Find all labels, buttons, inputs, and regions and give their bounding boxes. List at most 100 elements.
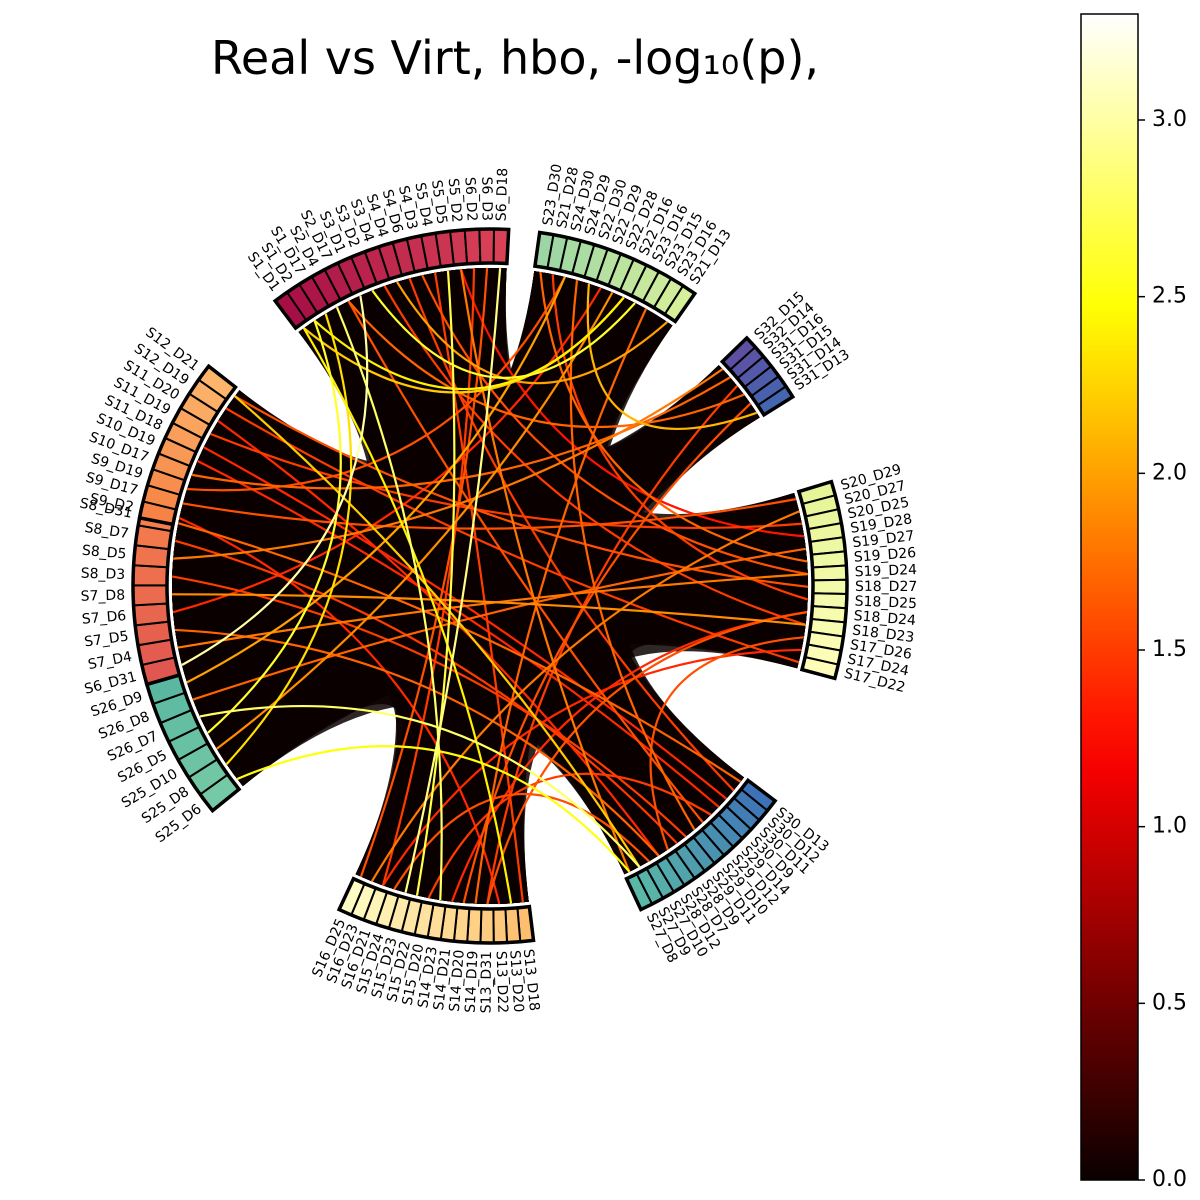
node-segment bbox=[131, 564, 169, 587]
connection bbox=[383, 285, 806, 626]
node-label: S13_D22 bbox=[493, 951, 511, 1014]
connection bbox=[382, 648, 802, 887]
background-ribbon bbox=[184, 493, 809, 787]
colorbar-ticks: 0.0 0.5 1.0 1.5 2.0 2.5 3.0 bbox=[1138, 107, 1187, 1192]
colorbar-gradient bbox=[1080, 13, 1139, 1181]
connection bbox=[404, 268, 502, 893]
node-label: S5_D5 bbox=[428, 179, 450, 225]
node-label: S7_D8 bbox=[80, 588, 125, 605]
connection bbox=[459, 268, 805, 538]
node-label: S7_D4 bbox=[87, 649, 134, 673]
connection bbox=[370, 510, 800, 882]
group-border bbox=[137, 363, 238, 527]
connection bbox=[181, 295, 369, 666]
node-segment bbox=[492, 907, 509, 944]
connection bbox=[551, 274, 809, 601]
connections-layer bbox=[171, 267, 809, 905]
node-label: S14_D20 bbox=[447, 949, 468, 1012]
node-label: S8_D7 bbox=[84, 520, 130, 542]
node-label: S6_D3 bbox=[478, 176, 494, 221]
connection bbox=[216, 291, 614, 750]
colorbar-tick-label: 1.5 bbox=[1152, 637, 1187, 662]
node-label: S8_D3 bbox=[80, 566, 125, 583]
nodes-layer bbox=[131, 227, 849, 945]
node-label: S18_D24 bbox=[853, 608, 916, 629]
node-segment bbox=[132, 584, 169, 607]
connection bbox=[486, 611, 808, 905]
node-segment bbox=[479, 907, 495, 944]
colorbar: 0.0 0.5 1.0 1.5 2.0 2.5 3.0 bbox=[1080, 13, 1187, 1192]
group-border bbox=[796, 479, 849, 681]
connection bbox=[649, 636, 804, 851]
colorbar-tick-label: 1.0 bbox=[1152, 814, 1187, 839]
colorbar-tick-label: 3.0 bbox=[1152, 107, 1187, 132]
node-segment bbox=[811, 564, 848, 582]
node-segment bbox=[463, 228, 482, 265]
node-label: S18_D23 bbox=[851, 623, 915, 646]
node-segment bbox=[811, 578, 848, 596]
colorbar-tick-label: 0.0 bbox=[1152, 1167, 1187, 1192]
colorbar-tick-label: 2.0 bbox=[1152, 460, 1187, 485]
connection bbox=[186, 276, 566, 684]
connection bbox=[371, 289, 636, 379]
connection bbox=[396, 281, 668, 385]
connection bbox=[225, 313, 353, 765]
connection bbox=[302, 327, 513, 904]
node-label: S6_D2 bbox=[461, 177, 479, 222]
node-label: S19_D24 bbox=[854, 562, 917, 580]
node-label: S8_D5 bbox=[81, 543, 127, 563]
node-segment bbox=[478, 228, 496, 265]
connection bbox=[347, 300, 704, 824]
node-label: S13_D31 bbox=[479, 951, 496, 1013]
connection bbox=[173, 368, 724, 560]
node-label: S5_D2 bbox=[445, 177, 465, 223]
connection bbox=[236, 745, 631, 873]
connection bbox=[182, 498, 797, 530]
connection bbox=[187, 276, 566, 492]
background-ribbon bbox=[171, 514, 353, 787]
group-border bbox=[144, 672, 242, 814]
connection bbox=[359, 267, 489, 878]
node-label: S13_D18 bbox=[520, 948, 542, 1012]
group-border bbox=[719, 335, 796, 418]
connection bbox=[225, 407, 800, 664]
chart-title: Real vs Virt, hbo, -log₁₀(p), bbox=[211, 31, 819, 85]
node-label: S7_D6 bbox=[81, 608, 127, 628]
connection bbox=[172, 593, 806, 626]
node-label: S14_D19 bbox=[463, 950, 482, 1013]
node-label: S13_D20 bbox=[506, 950, 526, 1013]
group-border bbox=[532, 230, 698, 324]
connection bbox=[462, 402, 752, 904]
node-label: S7_D5 bbox=[83, 629, 129, 651]
connection bbox=[210, 432, 802, 530]
colorbar-tick-label: 2.5 bbox=[1152, 284, 1187, 309]
colorbar-tick-label: 0.5 bbox=[1152, 990, 1187, 1015]
connection bbox=[347, 300, 745, 429]
connection bbox=[381, 268, 476, 886]
connection bbox=[234, 395, 641, 868]
node-label: S5_D4 bbox=[411, 181, 434, 228]
connection bbox=[474, 308, 647, 904]
connection bbox=[234, 395, 809, 588]
connection bbox=[427, 772, 712, 899]
connection bbox=[421, 274, 808, 576]
connection bbox=[539, 271, 808, 563]
group-border bbox=[336, 876, 536, 945]
node-label: S18_D25 bbox=[854, 593, 917, 612]
group-border bbox=[624, 777, 778, 912]
node-segment bbox=[132, 602, 171, 627]
connection bbox=[434, 272, 524, 903]
connection bbox=[313, 296, 625, 391]
node-label: S18_D27 bbox=[855, 579, 917, 595]
connection bbox=[203, 446, 728, 800]
node-label: S6_D18 bbox=[494, 168, 512, 222]
connection bbox=[199, 705, 641, 868]
connection bbox=[415, 270, 456, 896]
connection bbox=[459, 269, 631, 873]
connection bbox=[586, 283, 758, 430]
node-label: S14_D21 bbox=[431, 947, 454, 1011]
connection bbox=[207, 320, 342, 734]
node-label: S19_D27 bbox=[852, 528, 916, 551]
